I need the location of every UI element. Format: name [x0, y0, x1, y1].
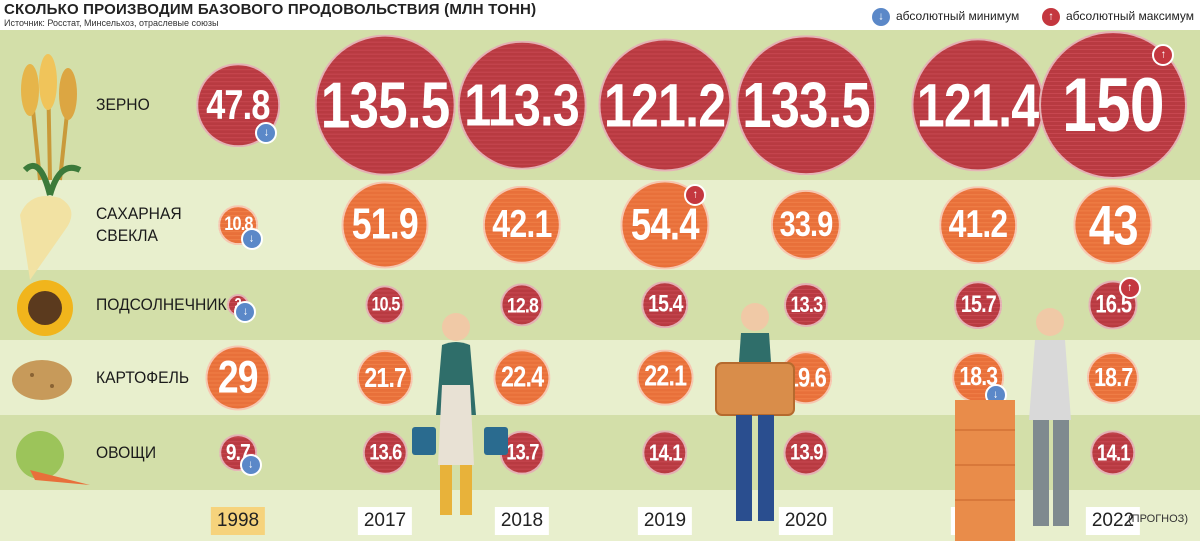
arrow-down-icon: ↓ [248, 458, 254, 471]
arrow-up-icon: ↑ [692, 188, 699, 201]
value-label: 133.5 [742, 68, 871, 141]
woman-with-buckets-illustration [412, 313, 508, 515]
arrow-down-icon: ↓ [248, 232, 255, 244]
value-label: 113.3 [464, 71, 580, 139]
value-bubble: 121.2 [598, 38, 732, 172]
value-label: 13.7 [505, 439, 539, 465]
value-bubble: 9.7 [219, 433, 257, 472]
value-bubble: 121.4 [911, 38, 1045, 172]
sunflower-icon [17, 280, 73, 336]
woman-with-basket-illustration [715, 303, 795, 521]
value-bubble: 22.1 [636, 349, 694, 406]
man-with-boxes-illustration [955, 308, 1071, 541]
min-marker: ↓ [240, 227, 263, 250]
header: СКОЛЬКО ПРОИЗВОДИМ БАЗОВОГО ПРОДОВОЛЬСТВ… [0, 0, 1200, 30]
sugar-beet-icon [20, 162, 82, 280]
wheat-icon [21, 54, 77, 181]
year-label: 2019 [637, 507, 693, 535]
value-bubble: 43 [1073, 185, 1153, 265]
value-bubble: 13.9 [783, 429, 829, 476]
arrow-up-icon: ↑ [1126, 281, 1133, 294]
value-label: 150 [1062, 62, 1164, 148]
value-label: 14.1 [1096, 439, 1131, 465]
arrow-down-icon: ↓ [872, 7, 890, 26]
value-label: 54.4 [631, 200, 700, 249]
arrow-up-icon: ↑ [1042, 7, 1060, 26]
value-bubble: 13.3 [783, 282, 829, 328]
arrow-down-icon: ↓ [242, 305, 249, 318]
year-label: 2020 [778, 507, 834, 535]
max-marker: ↑ [1118, 277, 1141, 300]
value-bubble: 21.7 [356, 349, 414, 406]
value-bubble: 13.6 [362, 430, 408, 475]
year-label: 1998 [210, 507, 266, 535]
min-marker: ↓ [234, 301, 257, 324]
row-label: ОВОЩИ [96, 442, 157, 462]
value-label: 10.5 [371, 293, 400, 316]
year-label: 2022 [1085, 507, 1141, 535]
value-bubble: 42.1 [482, 185, 562, 265]
value-label: 121.2 [604, 71, 726, 139]
potato-icon [12, 360, 72, 400]
value-bubble: 22.4 [493, 348, 551, 407]
value-label: 15.4 [647, 291, 683, 318]
row-label: САХАРНАЯ СВЕКЛА [96, 204, 182, 245]
value-label: 43 [1088, 193, 1139, 256]
value-bubble: 15.7 [954, 281, 1002, 329]
produce-icons [12, 54, 90, 485]
year-label: 2017 [357, 507, 413, 535]
chart-source: Источник: Росстат, Минсельхоз, отраслевы… [4, 18, 219, 28]
value-bubble: 133.5 [736, 35, 876, 175]
value-bubble: 41.2 [939, 186, 1017, 264]
value-label: 47.8 [206, 81, 270, 128]
value-label: 18.7 [1093, 362, 1133, 392]
legend-max: ↑ абсолютный максимум [1042, 6, 1194, 26]
value-label: 21.7 [364, 361, 406, 393]
value-bubble: 18.7 [1086, 351, 1140, 404]
value-bubble: 12.8 [500, 283, 544, 327]
max-marker: ↑ [1152, 43, 1175, 66]
value-bubble: 33.9 [770, 189, 842, 261]
value-label: 13.9 [789, 439, 823, 465]
value-bubble: 113.3 [457, 40, 587, 170]
value-bubble: 135.5 [314, 34, 456, 176]
row-label: ЗЕРНО [96, 95, 150, 114]
value-label: 14.1 [648, 439, 683, 465]
value-label: 12.8 [506, 292, 538, 317]
value-bubble: 29 [205, 344, 271, 411]
value-label: 22.4 [500, 361, 544, 393]
row-label: КАРТОФЕЛЬ [96, 367, 190, 387]
value-bubble: 51.9 [341, 181, 429, 269]
value-label: 135.5 [320, 68, 450, 142]
value-label: 15.7 [960, 291, 997, 318]
max-marker: ↑ [684, 183, 707, 206]
chart-title: СКОЛЬКО ПРОИЗВОДИМ БАЗОВОГО ПРОДОВОЛЬСТВ… [4, 1, 537, 18]
value-label: 29 [218, 351, 259, 403]
value-label: 22.1 [643, 360, 687, 393]
forecast-note: (ПРОГНОЗ) [1128, 513, 1188, 525]
value-label: 41.2 [948, 203, 1008, 246]
min-marker: ↓ [239, 454, 262, 477]
value-label: 51.9 [351, 200, 419, 249]
vegetables-icon [16, 431, 90, 485]
value-label: 13.3 [790, 292, 823, 317]
legend-min: ↓ абсолютный минимум [872, 6, 1019, 26]
value-bubble: 14.1 [1090, 429, 1136, 476]
legend-min-label: абсолютный минимум [896, 9, 1020, 23]
min-marker: ↓ [255, 122, 278, 145]
legend-max-label: абсолютный максимум [1066, 9, 1194, 23]
arrow-down-icon: ↓ [263, 126, 270, 139]
value-label: 42.1 [492, 203, 552, 246]
value-bubble: 15.4 [641, 281, 689, 329]
value-label: 121.4 [917, 70, 1039, 139]
value-label: 13.6 [368, 439, 402, 465]
arrow-up-icon: ↑ [1160, 48, 1167, 61]
value-bubble: 14.1 [642, 429, 688, 476]
value-bubble: 16.5 [1088, 280, 1138, 330]
row-label: ПОДСОЛНЕЧНИК [96, 295, 227, 314]
value-label: 33.9 [779, 205, 834, 244]
arrow-down-icon: ↓ [992, 388, 999, 401]
value-bubble: 10.5 [365, 285, 405, 325]
year-label: 2018 [494, 507, 550, 535]
